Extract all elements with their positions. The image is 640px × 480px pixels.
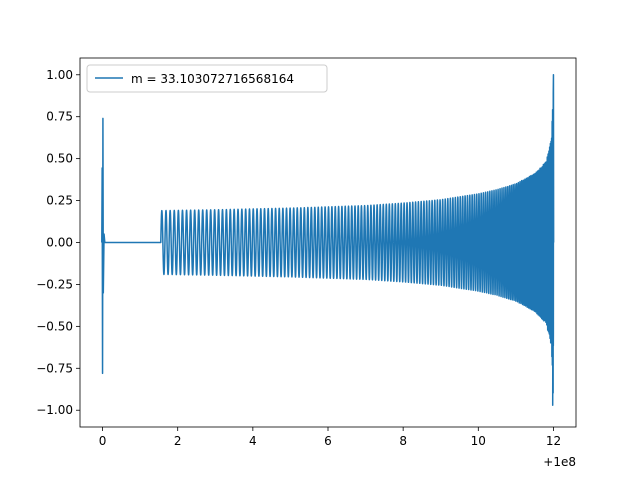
x-tick-label: 6 (324, 434, 332, 448)
y-tick-label: −1.00 (36, 403, 73, 417)
y-tick-label: 0.00 (46, 236, 73, 250)
x-axis-offset-label: +1e8 (543, 455, 576, 469)
y-tick-label: −0.25 (36, 277, 73, 291)
series-line (101, 74, 555, 406)
legend-box (86, 64, 328, 93)
x-tick-label: 8 (399, 434, 407, 448)
x-tick-label: 10 (471, 434, 486, 448)
y-tick-label: −0.75 (36, 361, 73, 375)
legend-label: m = 33.103072716568164 (131, 72, 294, 86)
y-tick-label: 1.00 (46, 68, 73, 82)
y-tick-label: 0.75 (46, 110, 73, 124)
y-axis: 1.00 0.75 0.50 0.25 0.00 −0.25 −0.50 −0.75 −1.00 (36, 68, 80, 417)
x-tick-label: 0 (99, 434, 107, 448)
x-tick-label: 4 (249, 434, 257, 448)
plot-area (79, 57, 577, 428)
x-tick-label: 2 (174, 434, 182, 448)
legend: m = 33.103072716568164 (86, 64, 328, 93)
y-tick-label: 0.50 (46, 152, 73, 166)
x-tick-label: 12 (546, 434, 561, 448)
x-axis: 0 2 4 6 8 10 12 (99, 427, 561, 448)
y-tick-label: −0.50 (36, 319, 73, 333)
series-layer (101, 74, 555, 406)
y-tick-label: 0.25 (46, 194, 73, 208)
